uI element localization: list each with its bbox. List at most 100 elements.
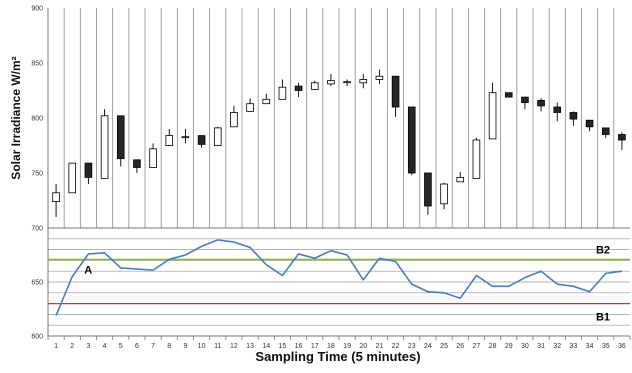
- reference-lines: B2 B1: [48, 244, 630, 324]
- candle-body-rising: [246, 103, 254, 112]
- candle-body-rising: [375, 75, 384, 80]
- candle-body-rising: [165, 135, 174, 146]
- x-tick-label: 7: [151, 343, 155, 350]
- x-tick-label: 32: [553, 343, 561, 350]
- candle: [230, 105, 238, 128]
- candle-body-falling: [116, 115, 125, 160]
- candle-body-rising: [327, 80, 335, 85]
- candle: [213, 126, 222, 146]
- x-tick-label: 1: [54, 343, 58, 350]
- y-tick-label: 750: [31, 171, 43, 178]
- x-tick-label: 33: [570, 343, 578, 350]
- x-tick-label: 4: [103, 343, 107, 350]
- candle: [165, 129, 174, 146]
- candle-body-falling: [537, 100, 545, 107]
- x-tick-label: 14: [262, 343, 270, 350]
- candle: [343, 79, 351, 87]
- x-axis-title: Sampling Time (5 minutes): [255, 349, 420, 364]
- candle: [133, 159, 141, 173]
- y-tick-label: 900: [31, 6, 43, 13]
- candle-body-falling: [585, 119, 594, 128]
- y-tick-label: 800: [31, 116, 43, 123]
- reference-label-b2: B2: [596, 244, 610, 256]
- candle: [100, 109, 109, 179]
- candle-body-rising: [213, 127, 222, 146]
- candle: [327, 74, 335, 87]
- candle: [278, 79, 287, 100]
- x-tick-label: 3: [86, 343, 90, 350]
- candle-body-falling: [197, 135, 206, 145]
- candle: [375, 69, 384, 84]
- lower-grid: [48, 238, 630, 326]
- y-tick-label: 650: [31, 280, 43, 287]
- candle-body-falling: [133, 159, 141, 168]
- candle: [391, 75, 400, 117]
- reference-label-b1: B1: [596, 312, 610, 324]
- candle-body-rising: [440, 183, 448, 205]
- candle-body-rising: [456, 176, 465, 183]
- candle: [407, 106, 416, 176]
- candle: [521, 96, 529, 110]
- candle: [553, 102, 562, 122]
- x-tick-label: 23: [408, 343, 416, 350]
- x-tick-label: 35: [602, 343, 610, 350]
- candle-body-rising: [68, 162, 77, 194]
- candle-body-falling: [553, 106, 562, 113]
- candle-body-falling: [521, 96, 529, 103]
- x-tick-label: 28: [489, 343, 497, 350]
- candle-body-rising: [488, 92, 497, 140]
- candle: [456, 171, 465, 183]
- y-tick-label: 700: [31, 226, 43, 233]
- x-tick-label: 34: [586, 343, 594, 350]
- candle-body-rising: [262, 98, 271, 105]
- candle-group: [52, 69, 626, 217]
- x-tick-label: 24: [424, 343, 432, 350]
- candle-body-falling: [84, 162, 93, 178]
- candle-body-falling: [569, 112, 578, 120]
- candle-body-rising: [310, 82, 319, 90]
- x-tick-label: 20: [359, 343, 367, 350]
- x-tick-label: 8: [167, 343, 171, 350]
- candle-body-rising: [278, 86, 287, 100]
- x-tick-label: 2: [70, 343, 74, 350]
- candle-body-rising: [149, 148, 157, 168]
- candle-body-falling: [391, 75, 400, 108]
- candle-body-rising: [100, 115, 109, 179]
- x-tick-label: 12: [230, 343, 238, 350]
- candle-body-rising: [359, 79, 368, 84]
- x-tick-label: 9: [183, 343, 187, 350]
- candle-body-falling: [294, 85, 303, 91]
- candle: [472, 137, 481, 179]
- candle: [488, 82, 497, 140]
- series-line-a: [55, 239, 623, 316]
- candle-body-rising: [472, 139, 481, 179]
- series-group: A: [55, 239, 623, 316]
- candle-body-rising: [52, 192, 60, 203]
- candle: [504, 92, 513, 98]
- y-tick-label: 850: [31, 61, 43, 68]
- x-tick-label: 17: [311, 343, 319, 350]
- candle: [601, 127, 610, 138]
- x-tick-label: 29: [505, 343, 513, 350]
- x-tick-label: 26: [456, 343, 464, 350]
- candle: [116, 115, 125, 167]
- x-tick-label: 5: [119, 343, 123, 350]
- candle: [84, 162, 93, 184]
- candle: [310, 80, 319, 90]
- x-tick-label: 36: [618, 343, 626, 350]
- upper-grid: [63, 8, 615, 228]
- candle-body-falling: [618, 134, 626, 141]
- candle-body-falling: [601, 127, 610, 135]
- x-tick-label: 31: [537, 343, 545, 350]
- candle: [359, 74, 368, 89]
- candle: [294, 82, 303, 98]
- y-tick-label: 600: [31, 334, 43, 341]
- candle: [181, 129, 190, 144]
- x-tick-label: 15: [279, 343, 287, 350]
- axes: [47, 8, 631, 340]
- candle-body-rising: [181, 136, 190, 139]
- candle: [585, 119, 594, 132]
- candle: [149, 143, 157, 168]
